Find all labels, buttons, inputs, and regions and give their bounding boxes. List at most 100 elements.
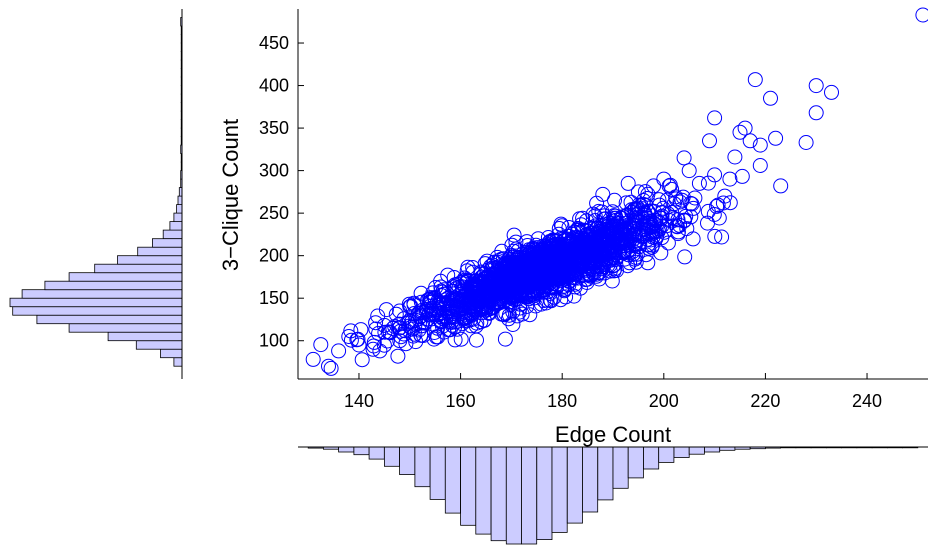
scatter-point — [501, 252, 517, 268]
scatter-point — [507, 264, 523, 280]
scatter-point — [331, 343, 347, 359]
x-histogram-bar — [368, 446, 385, 460]
scatter-point — [734, 168, 750, 184]
y-histogram-bar — [94, 263, 183, 274]
scatter-point — [462, 312, 478, 328]
scatter-point — [376, 317, 392, 333]
scatter-point — [702, 133, 717, 149]
scatter-point — [544, 271, 560, 287]
scatter-point — [626, 221, 642, 237]
scatter-point — [598, 252, 613, 268]
x-tick-label: 220 — [750, 391, 780, 411]
scatter-point — [407, 326, 423, 342]
scatter-point — [602, 215, 618, 231]
scatter-point — [656, 171, 672, 187]
scatter-point — [737, 120, 753, 136]
scatter-point — [422, 298, 438, 314]
y-histogram-bar — [117, 255, 183, 265]
scatter-point — [470, 275, 486, 291]
y-tick-label: 150 — [259, 288, 289, 308]
scatter-point — [483, 276, 499, 292]
scatter-point — [732, 124, 748, 140]
scatter-point — [637, 206, 653, 222]
scatter-point — [379, 333, 395, 349]
scatter-point — [378, 302, 394, 318]
y-histogram-bar — [173, 357, 183, 367]
x-histogram-bar — [475, 446, 492, 535]
scatter-point — [752, 158, 768, 173]
scatter-point — [711, 210, 727, 226]
scatter-point — [592, 228, 608, 244]
y-histogram-bar — [36, 314, 183, 325]
scatter-point — [620, 207, 636, 223]
scatter-point — [624, 204, 640, 220]
scatter-point — [553, 292, 569, 308]
scatter-point — [382, 325, 398, 341]
scatter-point — [668, 191, 684, 207]
x-histogram-bar — [505, 446, 522, 545]
scatter-point — [593, 229, 609, 245]
x-histogram-bar — [658, 446, 675, 463]
scatter-point — [487, 260, 503, 276]
x-histogram-bar — [429, 446, 446, 500]
scatter-point — [412, 309, 428, 325]
scatter-point — [509, 308, 525, 324]
scatter-point — [440, 267, 456, 283]
y-histogram-bar — [9, 297, 183, 308]
scatter-point — [558, 267, 574, 283]
scatter-point — [607, 244, 623, 260]
scatter-point — [553, 216, 569, 232]
scatter-point — [430, 301, 446, 317]
scatter-point — [630, 184, 646, 200]
y-histogram-bar — [68, 272, 183, 282]
scatter-point — [443, 314, 459, 330]
scatter-point — [497, 331, 513, 347]
y-histogram-bar — [169, 221, 183, 231]
x-histogram-bar — [521, 446, 538, 545]
x-histogram-bar — [490, 446, 507, 542]
scatter-point — [465, 291, 481, 306]
scatter-point — [372, 343, 388, 359]
scatter-point — [528, 275, 544, 291]
y-histogram-bar — [173, 212, 183, 223]
scatter-point — [365, 341, 381, 357]
scatter-point — [305, 351, 321, 367]
scatter-point — [742, 133, 758, 149]
scatter-point — [526, 273, 542, 289]
scatter-point — [453, 331, 469, 347]
scatter-point — [463, 308, 479, 323]
scatter-point — [343, 323, 359, 339]
scatter-point — [502, 277, 518, 293]
scatter-point — [676, 213, 692, 229]
scatter-point — [707, 110, 723, 126]
scatter-point — [568, 243, 584, 259]
x-histogram-bar — [612, 446, 629, 489]
scatter-point — [416, 328, 431, 343]
scatter-point — [645, 222, 660, 238]
scatter-point — [390, 348, 406, 364]
scatter-point — [391, 320, 407, 336]
x-marginal-histogram — [298, 446, 928, 545]
y-tick-label: 400 — [259, 76, 289, 96]
x-histogram-bar — [460, 446, 477, 526]
scatter-point — [700, 203, 716, 219]
y-histogram-bar — [160, 348, 183, 359]
scatter-point — [763, 90, 778, 106]
scatter-point — [768, 130, 784, 146]
scatter-point — [482, 286, 498, 302]
x-histogram-bar — [399, 446, 416, 476]
scatter-point — [508, 234, 524, 250]
scatter-point — [616, 244, 632, 260]
scatter-point — [594, 245, 610, 261]
scatter-point — [604, 273, 620, 289]
scatter-point — [501, 307, 517, 323]
scatter-point — [478, 272, 494, 287]
scatter-point — [707, 167, 723, 183]
scatter-point — [533, 243, 549, 258]
scatter-point — [640, 255, 656, 271]
y-histogram-bar — [44, 280, 183, 291]
scatter-point — [522, 255, 538, 271]
scatter-point — [670, 212, 686, 228]
y-tick-label: 300 — [259, 161, 289, 181]
scatter-point — [543, 293, 559, 309]
